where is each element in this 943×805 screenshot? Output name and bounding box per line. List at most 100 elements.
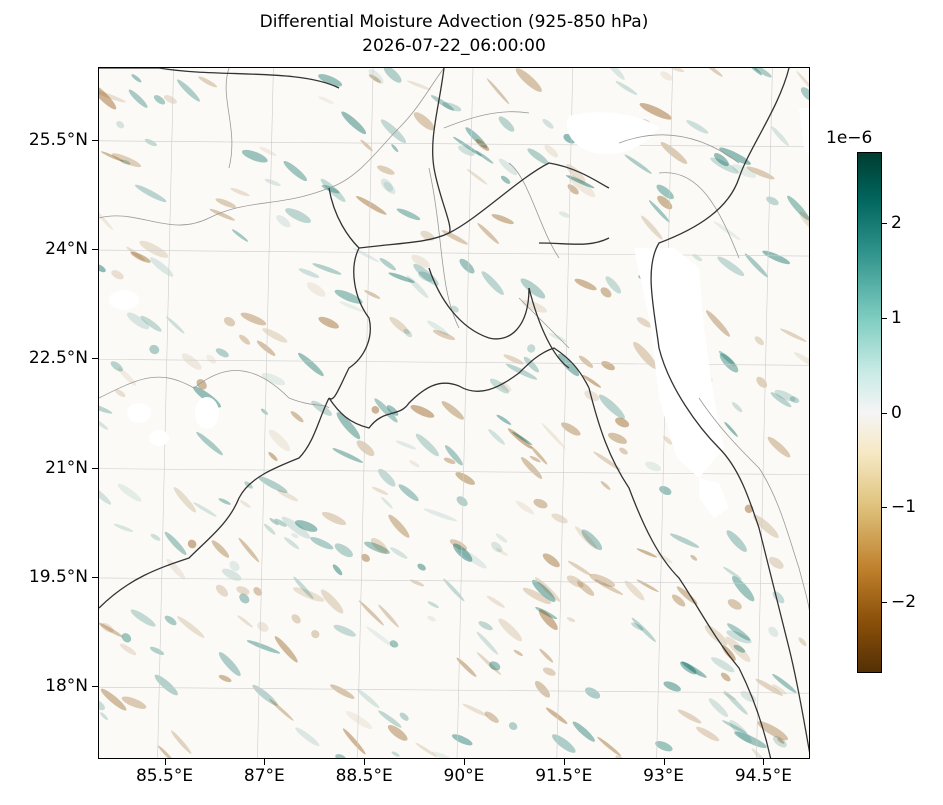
- lon-gridline: [556, 68, 574, 758]
- negative-advection-patch: [157, 745, 175, 758]
- negative-advection-patch: [268, 429, 291, 452]
- positive-advection-patch: [99, 402, 113, 414]
- lat-gridline: [99, 686, 809, 694]
- positive-advection-patch: [744, 253, 768, 278]
- positive-advection-patch: [508, 722, 518, 731]
- positive-advection-patch: [283, 160, 308, 182]
- negative-advection-patch: [636, 548, 657, 558]
- positive-advection-patch: [489, 661, 501, 671]
- negative-advection-patch: [377, 165, 395, 175]
- positive-advection-patch: [772, 673, 797, 694]
- negative-advection-patch: [578, 355, 594, 368]
- negative-advection-patch: [475, 138, 490, 151]
- negative-advection-patch: [772, 684, 787, 695]
- positive-advection-patch: [229, 560, 240, 572]
- positive-advection-patch: [581, 529, 603, 551]
- negative-advection-patch: [566, 575, 584, 588]
- negative-advection-patch: [542, 667, 556, 676]
- positive-advection-patch: [430, 95, 455, 111]
- colorbar-exponent: 1e−6: [826, 128, 873, 148]
- negative-advection-patch: [568, 174, 596, 198]
- map-panel: [98, 67, 810, 759]
- positive-advection-patch: [113, 523, 134, 532]
- positive-advection-patch: [100, 712, 108, 721]
- positive-advection-patch: [731, 164, 757, 178]
- positive-advection-patch: [723, 690, 748, 715]
- negative-advection-patch: [619, 447, 628, 455]
- negative-advection-patch: [660, 142, 688, 164]
- negative-advection-patch: [99, 89, 126, 103]
- positive-advection-patch: [263, 523, 276, 535]
- positive-advection-patch: [149, 257, 174, 277]
- negative-advection-patch: [121, 696, 147, 709]
- positive-advection-patch: [717, 256, 745, 277]
- negative-advection-patch: [274, 636, 298, 663]
- negative-advection-patch: [677, 709, 702, 724]
- positive-advection-patch: [320, 178, 346, 203]
- negative-advection-patch: [600, 287, 612, 298]
- negative-advection-patch: [671, 594, 686, 607]
- positive-advection-patch: [605, 276, 622, 294]
- lon-gridline: [257, 68, 274, 758]
- positive-advection-patch: [527, 344, 536, 353]
- negative-advection-patch: [486, 595, 505, 608]
- negative-advection-patch: [515, 500, 535, 515]
- positive-advection-patch: [341, 111, 367, 135]
- colorbar-tick-label: 2: [891, 213, 902, 234]
- negative-advection-patch: [768, 556, 784, 569]
- negative-advection-patch: [704, 625, 728, 646]
- negative-advection-patch: [410, 405, 435, 418]
- positive-advection-patch: [727, 623, 751, 641]
- negative-advection-patch: [534, 680, 551, 698]
- positive-advection-patch: [285, 208, 312, 224]
- negative-advection-patch: [378, 604, 399, 628]
- positive-advection-patch: [339, 301, 364, 312]
- negative-advection-patch: [240, 312, 267, 326]
- negative-advection-patch: [486, 78, 510, 105]
- positive-advection-patch: [260, 408, 268, 415]
- colorbar-tick: [882, 601, 887, 603]
- positive-advection-patch: [99, 700, 105, 711]
- colorbar-tick: [882, 223, 887, 225]
- negative-advection-patch: [239, 500, 251, 508]
- positive-advection-patch: [364, 541, 390, 554]
- negative-advection-patch: [542, 553, 560, 568]
- negative-advection-patch: [411, 254, 430, 268]
- positive-advection-patch: [711, 657, 735, 673]
- negative-advection-patch: [657, 195, 673, 210]
- negative-advection-patch: [389, 316, 410, 335]
- negative-advection-patch: [320, 589, 344, 614]
- negative-advection-patch: [666, 68, 685, 73]
- negative-advection-patch: [139, 240, 169, 258]
- positive-advection-patch: [456, 547, 487, 569]
- lat-tick: [92, 358, 98, 360]
- negative-advection-patch: [767, 436, 791, 458]
- negative-advection-patch: [541, 422, 566, 449]
- positive-advection-patch: [495, 533, 508, 543]
- negative-advection-patch: [360, 139, 373, 152]
- positive-advection-patch: [196, 431, 223, 456]
- positive-advection-patch: [772, 591, 785, 604]
- positive-advection-patch: [686, 120, 709, 134]
- negative-advection-patch: [223, 317, 236, 327]
- negative-advection-patch: [544, 144, 559, 158]
- negative-advection-patch: [198, 76, 218, 88]
- positive-advection-patch: [458, 145, 475, 156]
- positive-advection-patch: [352, 247, 380, 263]
- negative-advection-patch: [206, 354, 216, 364]
- negative-advection-patch: [794, 352, 809, 369]
- positive-advection-patch: [269, 517, 279, 526]
- positive-advection-patch: [398, 484, 419, 502]
- negative-advection-patch: [290, 411, 304, 423]
- positive-advection-patch: [762, 250, 791, 265]
- lat-tick: [92, 576, 98, 578]
- negative-advection-patch: [615, 417, 630, 428]
- positive-advection-patch: [726, 630, 752, 644]
- positive-advection-patch: [264, 178, 281, 187]
- positive-advection-patch: [774, 389, 796, 402]
- negative-advection-patch: [633, 341, 658, 370]
- negative-advection-patch: [600, 481, 611, 490]
- positive-advection-patch: [381, 497, 393, 509]
- positive-advection-patch: [773, 735, 787, 748]
- negative-advection-patch: [321, 511, 347, 526]
